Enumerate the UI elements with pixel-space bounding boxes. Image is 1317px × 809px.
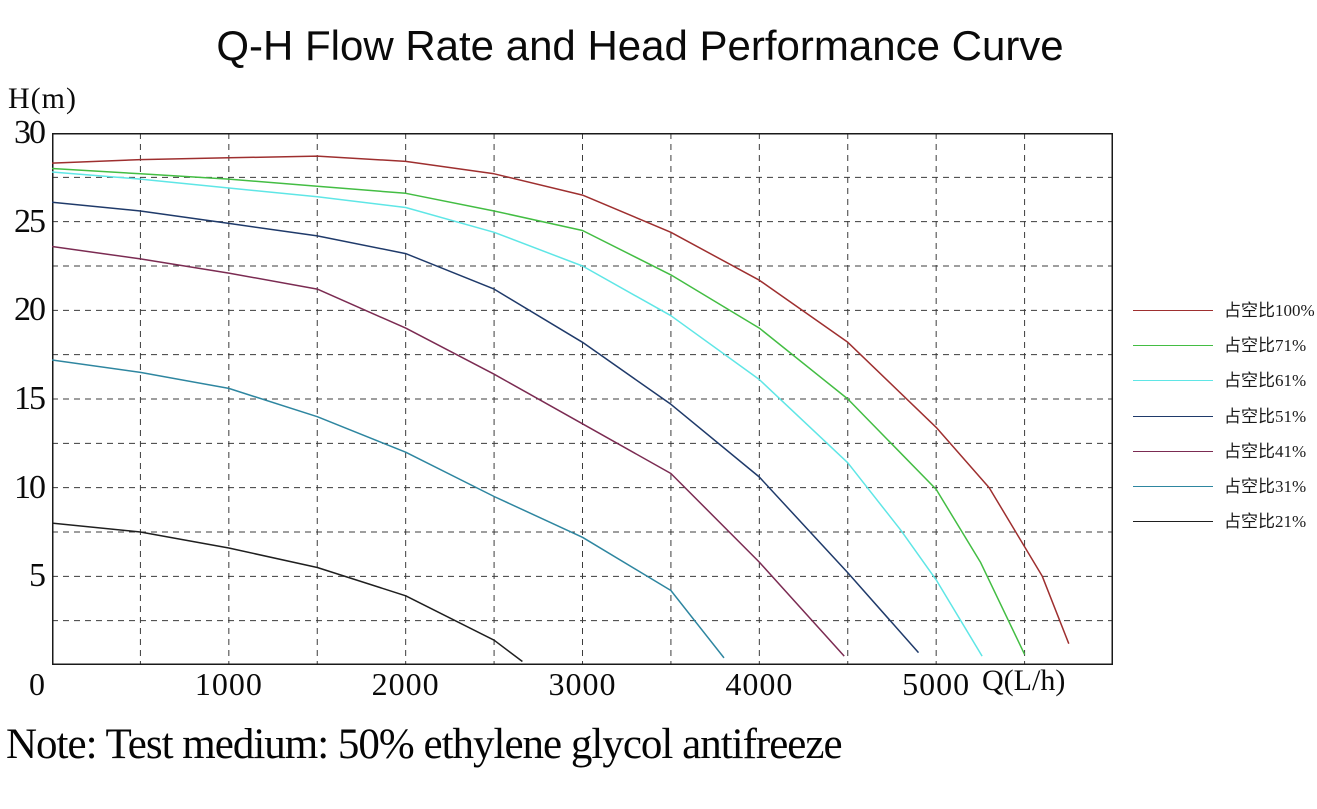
- legend-item: 占空比51%: [1133, 408, 1306, 425]
- legend-label: 占空比41%: [1224, 441, 1307, 461]
- legend-swatch-line: [1133, 345, 1213, 347]
- x-axis-label: Q(L/h): [982, 664, 1066, 697]
- legend-item: 占空比71%: [1133, 337, 1306, 354]
- legend-label: 占空比51%: [1224, 406, 1307, 426]
- note-text: Note: Test medium: 50% ethylene glycol a…: [6, 721, 843, 768]
- y-tick-label: 30: [14, 114, 46, 151]
- curve-占空比31%: [52, 359, 725, 659]
- legend-swatch-line: [1133, 450, 1213, 452]
- curve-占空比21%: [52, 522, 523, 663]
- legend-swatch-line: [1133, 486, 1213, 487]
- legend-item: 占空比41%: [1133, 443, 1306, 460]
- x-tick-label: 0: [29, 666, 47, 702]
- x-tick-label: 1000: [194, 666, 263, 702]
- x-tick-label: 5000: [902, 666, 971, 702]
- y-tick-label: 10: [14, 468, 46, 506]
- legend-swatch-line: [1133, 521, 1213, 523]
- legend-swatch-line: [1133, 380, 1213, 382]
- curve-占空比61%: [52, 171, 983, 657]
- legend-swatch-line: [1133, 310, 1213, 311]
- y-tick-label: 20: [14, 291, 46, 329]
- x-tick-label: 2000: [371, 666, 440, 702]
- legend-item: 占空比100%: [1133, 302, 1315, 319]
- y-tick-label: 5: [29, 557, 46, 595]
- legend-item: 占空比21%: [1133, 513, 1306, 530]
- curve-占空比100%: [52, 155, 1070, 644]
- y-tick-label: 15: [14, 380, 46, 417]
- legend-label: 占空比100%: [1224, 301, 1315, 320]
- x-tick-label: 4000: [725, 666, 794, 702]
- chart-title: Q-H Flow Rate and Head Performance Curve: [216, 22, 1064, 69]
- plot-area: [52, 133, 1113, 665]
- legend-label: 占空比21%: [1224, 512, 1307, 532]
- legend-label: 占空比71%: [1224, 336, 1307, 356]
- legend-swatch-line: [1133, 415, 1213, 417]
- legend-label: 占空比31%: [1224, 477, 1307, 496]
- y-axis-label: H(m): [8, 82, 77, 115]
- y-tick-label: 25: [14, 202, 46, 240]
- curve-占空比51%: [52, 201, 920, 654]
- x-tick-label: 3000: [548, 666, 617, 702]
- legend-item: 占空比61%: [1133, 372, 1306, 389]
- legend-item: 占空比31%: [1133, 478, 1306, 495]
- legend-label: 占空比61%: [1224, 371, 1307, 391]
- curve-占空比71%: [52, 167, 1026, 655]
- curve-占空比41%: [52, 245, 845, 657]
- plot-border: [52, 133, 1113, 665]
